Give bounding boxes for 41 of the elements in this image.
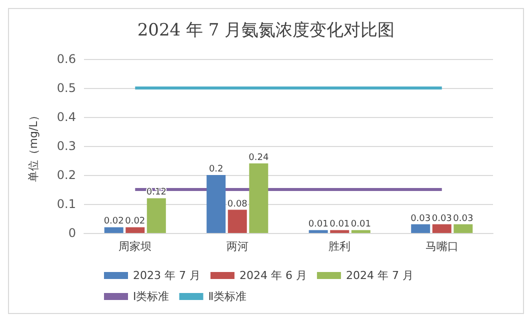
- y-tick-label: 0.2: [56, 168, 76, 182]
- bar: [126, 227, 145, 233]
- legend-label: 2023 年 7 月: [133, 269, 200, 282]
- data-label: 0.02: [104, 216, 124, 227]
- x-tick-label: 周家坝: [118, 240, 152, 253]
- bar: [249, 163, 268, 233]
- y-tick-label: 0.1: [56, 197, 76, 211]
- y-tick-label: 0.6: [56, 52, 76, 66]
- y-tick-label: 0.4: [56, 110, 76, 124]
- legend-label: 2024 年 7 月: [346, 269, 414, 282]
- bar: [351, 230, 370, 233]
- legend-label: 2024 年 6 月: [239, 269, 307, 282]
- bar: [308, 230, 328, 233]
- x-tick-label: 胜利: [328, 240, 351, 253]
- data-label: 0.03: [453, 214, 474, 224]
- data-label: 0.02: [125, 216, 146, 227]
- y-axis-title: 单位（mg/L）: [27, 110, 40, 182]
- bar: [206, 175, 226, 233]
- x-tick-label: 马嘴口: [425, 240, 458, 253]
- bar: [411, 224, 430, 233]
- data-label: 0.24: [248, 152, 269, 163]
- y-tick-label: 0.5: [56, 81, 76, 95]
- bar: [432, 224, 452, 233]
- data-label: 0.03: [410, 214, 431, 224]
- bar: [330, 230, 350, 233]
- data-label: 0.01: [308, 220, 328, 230]
- legend-label: Ⅱ类标准: [208, 290, 247, 303]
- x-tick-label: 两河: [226, 240, 248, 253]
- legend-label: I类标准: [133, 290, 170, 303]
- y-tick-label: 0.3: [56, 139, 76, 153]
- bar: [454, 224, 473, 233]
- data-label: 0.01: [330, 220, 350, 230]
- bar: [228, 210, 247, 233]
- data-label: 0.03: [432, 214, 452, 224]
- chart-title: 2024 年 7 月氨氮浓度变化对比图: [137, 20, 395, 40]
- bar: [104, 227, 124, 233]
- data-label: 0.01: [350, 220, 371, 230]
- bar: [146, 198, 166, 233]
- y-tick-label: 0: [68, 226, 76, 240]
- data-label: 0.2: [208, 164, 224, 174]
- data-label: 0.08: [227, 199, 248, 210]
